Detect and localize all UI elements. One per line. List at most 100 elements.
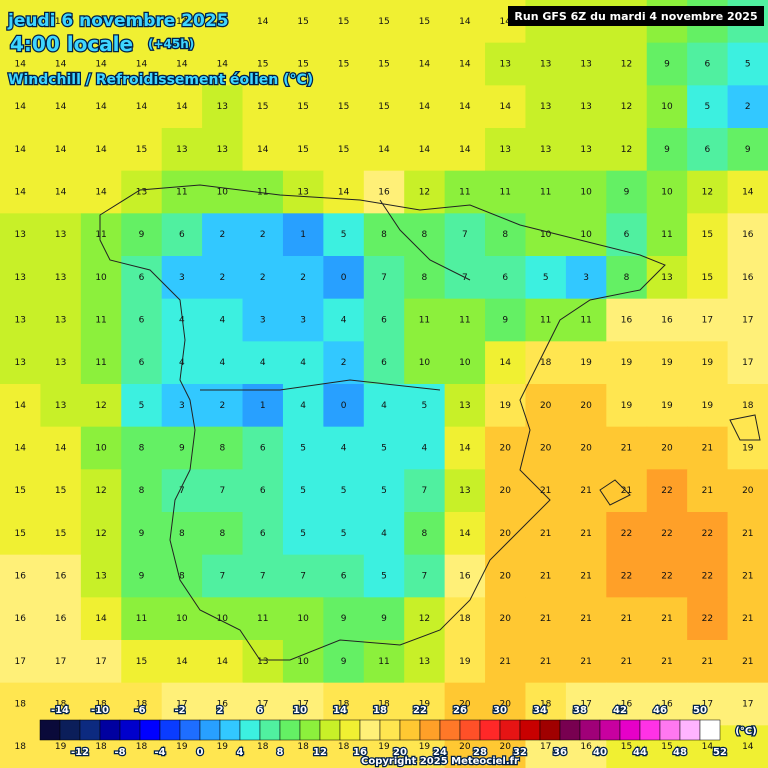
cell (525, 384, 567, 428)
cell-value: 15 (338, 102, 349, 112)
colorbar-swatch (159, 719, 181, 741)
colorbar-label: 46 (653, 705, 667, 716)
cell (485, 170, 526, 214)
cell-value: 15 (702, 273, 713, 283)
cell-value: 14 (176, 657, 188, 667)
cell (40, 213, 82, 257)
cell (687, 597, 729, 641)
cell (80, 384, 122, 428)
cell (161, 640, 203, 684)
cell-value: 13 (55, 401, 66, 411)
colorbar-label: 12 (313, 747, 327, 758)
cell (323, 384, 365, 428)
cell (242, 469, 284, 513)
cell (525, 682, 567, 726)
colorbar-label: -4 (154, 747, 165, 758)
cell-value: 5 (381, 486, 387, 496)
cell-value: 14 (136, 60, 148, 70)
cell (242, 554, 284, 598)
cell (80, 85, 122, 129)
cell-value: 7 (422, 572, 428, 582)
cell-value: 14 (500, 102, 512, 112)
cell-value: 13 (136, 188, 147, 198)
cell-value: 19 (661, 401, 673, 411)
colorbar-label: 42 (613, 705, 627, 716)
cell (323, 256, 365, 300)
cell-value: 15 (338, 17, 349, 27)
cell (485, 426, 526, 470)
cell (80, 170, 122, 214)
cell (606, 469, 648, 513)
cell (404, 341, 446, 385)
cell (444, 554, 486, 598)
colorbar-label: 14 (333, 705, 347, 716)
cell (727, 42, 768, 86)
cell-value: 21 (742, 657, 753, 667)
cell-value: 10 (297, 657, 309, 667)
cell (687, 256, 729, 300)
cell-value: 11 (136, 614, 147, 624)
cell (282, 426, 324, 470)
cell (363, 128, 405, 172)
cell-value: 14 (55, 102, 67, 112)
cell (727, 426, 768, 470)
cell-value: 16 (14, 614, 26, 624)
cell-value: 18 (257, 742, 269, 752)
cell (485, 256, 526, 300)
cell (323, 640, 365, 684)
cell-value: 9 (341, 657, 347, 667)
cell-value: 14 (95, 614, 107, 624)
cell-value: 14 (14, 60, 26, 70)
cell-value: 5 (300, 529, 306, 539)
cell-value: 4 (179, 316, 185, 326)
colorbar-swatch (459, 719, 481, 741)
colorbar-label: 32 (513, 747, 527, 758)
cell-value: 13 (580, 60, 591, 70)
cell (444, 42, 486, 86)
cell-value: 6 (705, 60, 711, 70)
cell (242, 170, 284, 214)
cell (565, 554, 607, 598)
cell-value: 17 (297, 700, 308, 710)
cell-value: 3 (260, 316, 266, 326)
cell (565, 597, 607, 641)
cell (444, 384, 486, 428)
cell-value: 15 (257, 60, 268, 70)
cell-value: 7 (179, 486, 185, 496)
cell-value: 20 (500, 486, 512, 496)
cell (525, 128, 567, 172)
cell (363, 384, 405, 428)
cell-value: 4 (381, 529, 387, 539)
cell (525, 512, 567, 556)
cell-value: 21 (540, 572, 551, 582)
date: jeudi 6 novembre 2025 (7, 11, 229, 31)
cell-value: 15 (14, 486, 25, 496)
cell (404, 384, 446, 428)
cell-value: 19 (702, 358, 714, 368)
cell (242, 426, 284, 470)
cell (121, 426, 163, 470)
cell-value: 11 (419, 316, 430, 326)
cell-value: 15 (661, 742, 672, 752)
cell-value: 5 (422, 401, 428, 411)
cell-value: 19 (702, 401, 714, 411)
cell-value: 19 (621, 401, 633, 411)
cell-value: 14 (176, 60, 188, 70)
cell (80, 42, 122, 86)
cell (0, 682, 41, 726)
cell (0, 128, 41, 172)
cell-value: 17 (702, 316, 713, 326)
cell-value: 6 (139, 273, 145, 283)
cell (606, 42, 648, 86)
colorbar-swatch (219, 719, 241, 741)
cell-value: 15 (338, 60, 349, 70)
colorbar-label: 38 (573, 705, 587, 716)
cell (565, 469, 607, 513)
cell (323, 42, 365, 86)
cell (687, 682, 729, 726)
cell (565, 213, 607, 257)
cell-value: 9 (179, 444, 185, 454)
cell-value: 11 (661, 230, 672, 240)
cell (121, 469, 163, 513)
colorbar-label: -12 (71, 747, 89, 758)
